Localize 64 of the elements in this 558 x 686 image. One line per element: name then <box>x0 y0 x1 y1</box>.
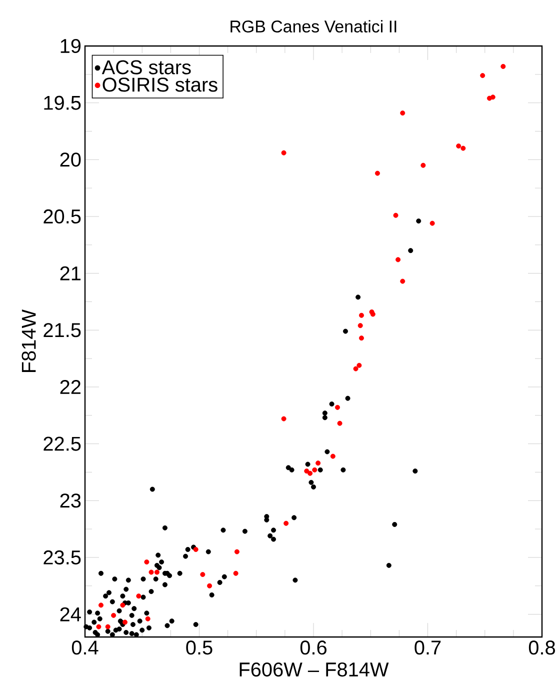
point <box>420 162 426 168</box>
point <box>148 570 154 575</box>
point <box>334 404 340 410</box>
point <box>337 420 342 426</box>
chart-title: RGB Canes Venatici II <box>230 20 396 33</box>
x-tick-label: 0.7 <box>414 640 441 655</box>
y-tick-label: 23.5 <box>44 550 81 564</box>
x-tick-label: 0.8 <box>528 640 555 655</box>
point <box>396 257 401 262</box>
x-axis-title: F606W – F814W <box>240 662 389 677</box>
point <box>200 572 206 577</box>
point <box>400 278 406 284</box>
point <box>111 612 116 618</box>
point <box>281 150 286 156</box>
point <box>480 73 486 78</box>
point <box>353 366 358 372</box>
point <box>144 559 150 564</box>
point <box>281 416 286 422</box>
point <box>316 460 321 466</box>
y-tick-label: 21.5 <box>44 323 81 338</box>
point <box>284 520 289 526</box>
point <box>330 454 336 459</box>
point <box>145 616 150 622</box>
point <box>308 470 313 476</box>
y-tick-label: 19.5 <box>44 96 81 110</box>
point <box>136 594 142 599</box>
point <box>370 312 376 317</box>
point <box>400 110 406 116</box>
point <box>358 312 364 318</box>
point <box>96 624 102 630</box>
point <box>207 583 212 588</box>
point <box>490 94 496 100</box>
y-tick-label: 19 <box>60 38 81 54</box>
point <box>98 602 104 608</box>
y-tick-label: 22.5 <box>44 436 81 451</box>
point <box>122 620 128 625</box>
point <box>154 570 160 575</box>
point <box>430 220 435 226</box>
point <box>312 467 318 472</box>
y-tick-label: 20.5 <box>44 209 81 224</box>
point <box>500 64 506 69</box>
point <box>234 549 240 554</box>
y-tick-label: 20 <box>60 152 81 167</box>
point <box>304 468 310 474</box>
legend-label: ACS stars <box>102 60 191 74</box>
x-tick-label: 0.4 <box>72 640 98 655</box>
point <box>358 336 364 341</box>
point <box>358 323 363 328</box>
point <box>233 570 238 576</box>
y-tick-label: 22 <box>60 380 80 394</box>
x-tick-label: 0.6 <box>300 640 326 655</box>
point <box>105 624 110 630</box>
y-tick-label: 23 <box>60 494 81 508</box>
point <box>120 602 126 608</box>
y-axis-title: F814W <box>22 309 36 372</box>
point <box>460 146 466 151</box>
point <box>356 362 362 368</box>
point <box>456 144 462 149</box>
legend-label: OSIRIS stars <box>102 78 218 92</box>
point <box>374 170 380 176</box>
point <box>393 212 398 218</box>
x-tick-label: 0.5 <box>186 640 212 655</box>
y-tick-label: 21 <box>60 266 81 280</box>
y-tick-label: 24 <box>60 607 81 622</box>
